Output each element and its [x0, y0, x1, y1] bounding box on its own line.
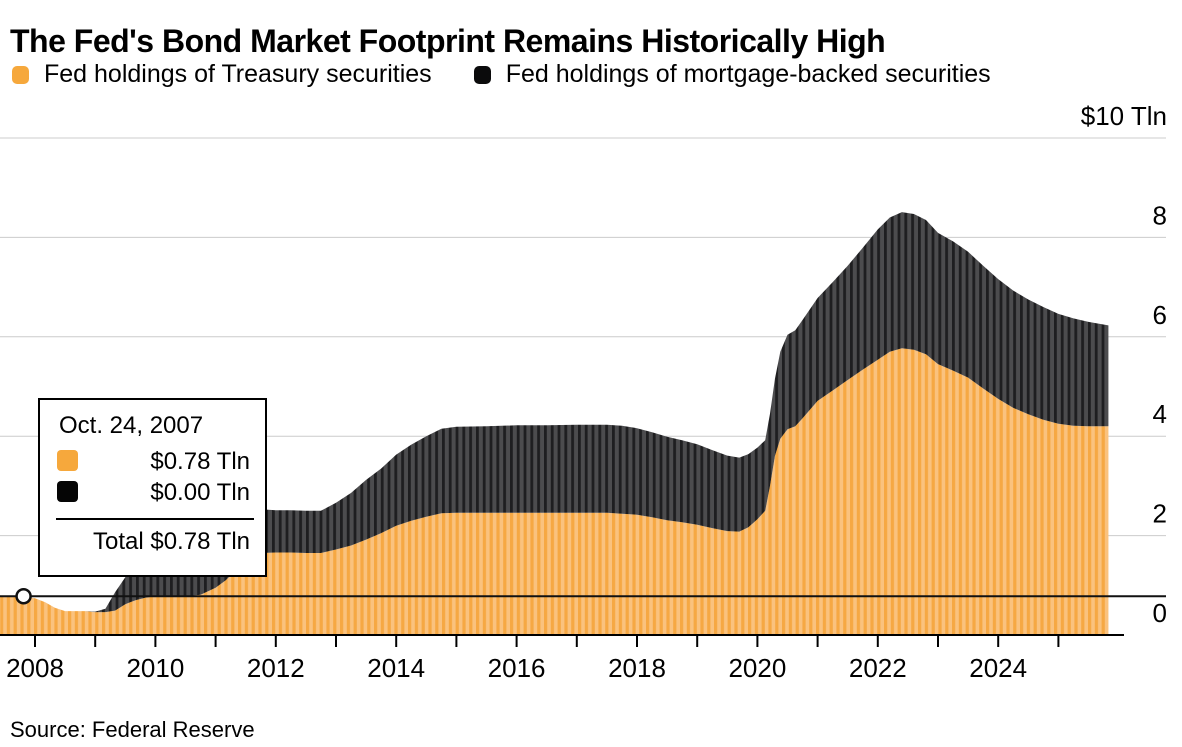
x-axis-label: 2022 — [849, 653, 907, 683]
x-axis-label: 2012 — [247, 653, 305, 683]
tooltip-treasury-row: $0.78 Tln — [40, 448, 265, 475]
y-axis-label: 2 — [1153, 499, 1167, 529]
tooltip-divider — [56, 518, 254, 520]
x-axis-label: 2018 — [608, 653, 666, 683]
tooltip-mbs-row: $0.00 Tln — [40, 479, 265, 506]
hover-tooltip: Oct. 24, 2007 $0.78 Tln $0.00 Tln Total … — [38, 398, 267, 577]
legend-item-mbs: Fed holdings of mortgage-backed securiti… — [473, 60, 991, 89]
x-axis-label: 2008 — [6, 653, 64, 683]
tooltip-date: Oct. 24, 2007 — [59, 412, 204, 439]
tooltip-treasury-value: $0.78 Tln — [150, 448, 250, 475]
hover-marker[interactable] — [15, 587, 32, 605]
x-axis-label: 2024 — [969, 653, 1027, 683]
treasury-area[interactable] — [0, 348, 1109, 635]
legend-item-treasury: Fed holdings of Treasury securities — [12, 60, 432, 89]
y-axis-label: 4 — [1153, 399, 1167, 429]
tooltip-treasury-swatch-icon — [57, 450, 78, 471]
y-axis-label: $10 Tln — [1081, 101, 1167, 131]
source-note: Source: Federal Reserve — [10, 717, 255, 742]
mbs-area[interactable] — [0, 212, 1109, 613]
tooltip-mbs-value: $0.00 Tln — [150, 479, 250, 506]
legend: Fed holdings of Treasury securities Fed … — [12, 60, 991, 89]
page-title: The Fed's Bond Market Footprint Remains … — [10, 23, 886, 60]
legend-label-mbs: Fed holdings of mortgage-backed securiti… — [505, 60, 991, 88]
x-axis-label: 2020 — [728, 653, 786, 683]
x-axis-label: 2016 — [488, 653, 546, 683]
y-axis-label: 8 — [1153, 200, 1167, 230]
treasury-swatch-icon — [12, 65, 29, 84]
y-axis-label: 0 — [1153, 598, 1167, 628]
x-axis-label: 2010 — [126, 653, 184, 683]
tooltip-total: Total $0.78 Tln — [93, 528, 250, 555]
x-axis-label: 2014 — [367, 653, 425, 683]
legend-label-treasury: Fed holdings of Treasury securities — [44, 60, 432, 88]
tooltip-mbs-swatch-icon — [57, 481, 78, 502]
y-axis-label: 6 — [1153, 300, 1167, 330]
mbs-swatch-icon — [473, 65, 491, 84]
